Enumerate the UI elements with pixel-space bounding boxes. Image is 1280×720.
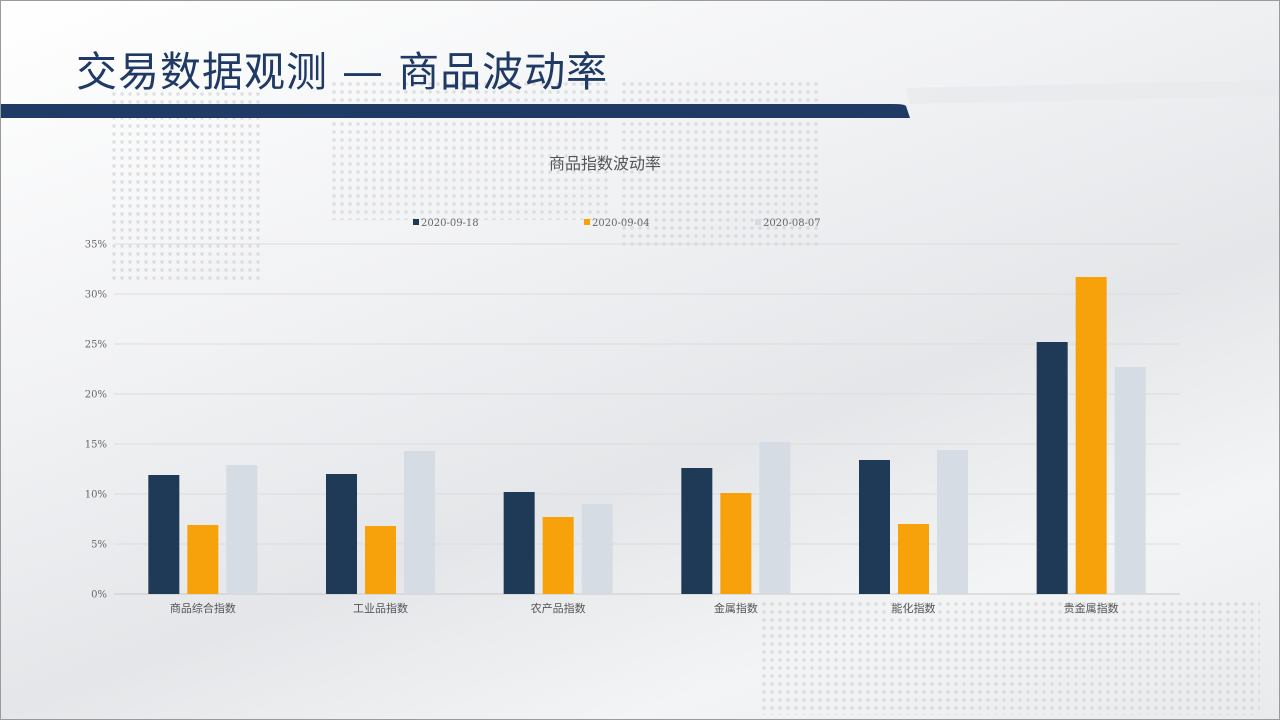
- bar-2020-09-18-工业品指数: [326, 474, 357, 594]
- bar-2020-08-07-金属指数: [759, 442, 791, 594]
- header-banner: [0, 80, 1280, 118]
- x-tick-label: 工业品指数: [353, 601, 408, 615]
- legend: 2020-09-18 2020-09-04 2020-08-07: [413, 218, 821, 229]
- bar-2020-08-07-商品综合指数: [226, 465, 258, 594]
- legend-swatch: [584, 219, 590, 225]
- y-tick-label: 30%: [85, 290, 107, 301]
- x-tick-label: 能化指数: [892, 601, 936, 615]
- bar-2020-09-18-商品综合指数: [148, 475, 180, 594]
- bar-2020-09-04-能化指数: [898, 524, 929, 594]
- y-tick-label: 15%: [85, 440, 107, 451]
- y-tick-label: 35%: [85, 240, 107, 251]
- bar-2020-09-04-农产品指数: [542, 517, 574, 594]
- legend-label: 2020-09-18: [421, 218, 479, 229]
- bar-2020-09-04-贵金属指数: [1075, 277, 1107, 594]
- page-title: 交易数据观测 — 商品波动率: [76, 48, 609, 96]
- y-axis-labels: 0% 5% 10% 15% 20% 25% 30% 35%: [85, 240, 107, 601]
- world-map-decoration: [760, 600, 1260, 715]
- y-tick-label: 20%: [85, 390, 107, 401]
- bars: [148, 277, 1146, 594]
- gridlines: [114, 243, 1180, 595]
- x-tick-label: 农产品指数: [531, 601, 586, 615]
- bar-2020-09-04-工业品指数: [365, 526, 396, 594]
- bar-2020-08-07-能化指数: [937, 450, 968, 594]
- legend-label: 2020-09-04: [592, 218, 650, 229]
- chart-title: 商品指数波动率: [549, 154, 661, 173]
- bar-2020-09-18-农产品指数: [503, 492, 535, 594]
- world-map-decoration: [330, 80, 610, 220]
- legend-swatch: [413, 219, 419, 225]
- x-tick-label: 贵金属指数: [1064, 601, 1119, 615]
- bar-2020-08-07-工业品指数: [404, 451, 435, 594]
- x-axis-labels: 商品综合指数 工业品指数 农产品指数 金属指数 能化指数 贵金属指数: [170, 601, 1119, 615]
- legend-swatch: [755, 219, 761, 225]
- x-tick-label: 金属指数: [714, 601, 758, 615]
- bar-2020-09-04-金属指数: [720, 493, 752, 594]
- bar-2020-09-18-金属指数: [681, 468, 713, 594]
- y-tick-label: 10%: [85, 490, 107, 501]
- bar-2020-08-07-贵金属指数: [1114, 367, 1146, 594]
- bar-2020-09-18-能化指数: [859, 460, 890, 594]
- y-tick-label: 25%: [85, 340, 107, 351]
- bar-2020-08-07-农产品指数: [581, 504, 613, 594]
- y-tick-label: 0%: [91, 590, 107, 601]
- bar-2020-09-18-贵金属指数: [1036, 342, 1068, 594]
- y-tick-label: 5%: [91, 540, 107, 551]
- x-tick-label: 商品综合指数: [170, 601, 236, 615]
- world-map-decoration: [110, 90, 260, 280]
- bar-2020-09-04-商品综合指数: [187, 525, 219, 594]
- legend-label: 2020-08-07: [763, 218, 821, 229]
